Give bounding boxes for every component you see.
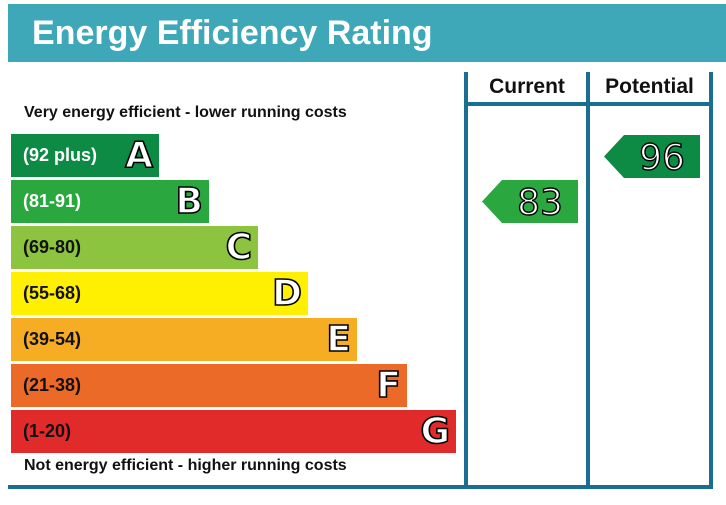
rating-band-g: (1-20) G bbox=[11, 410, 456, 453]
top-caption: Very energy efficient - lower running co… bbox=[24, 104, 347, 121]
frame-line-right bbox=[709, 72, 713, 488]
header-bar: Energy Efficiency Rating bbox=[8, 4, 726, 62]
current-rating-arrow: 83 bbox=[482, 180, 578, 224]
current-arrow-shape bbox=[482, 180, 578, 223]
band-range-label: (21-38) bbox=[23, 375, 82, 395]
band-letter-label: E bbox=[326, 318, 352, 361]
column-header-divider bbox=[464, 102, 713, 106]
rating-band-d: (55-68) D bbox=[11, 272, 308, 315]
bottom-caption: Not energy efficient - higher running co… bbox=[24, 457, 347, 474]
band-letter-label: D bbox=[271, 272, 302, 315]
rating-band-f: (21-38) F bbox=[11, 364, 407, 407]
frame-line-bottom bbox=[8, 485, 713, 489]
band-range-label: (92 plus) bbox=[23, 145, 98, 165]
rating-band-c: (69-80) C bbox=[11, 226, 258, 269]
frame-line-middle bbox=[586, 72, 590, 488]
page-title: Energy Efficiency Rating bbox=[32, 14, 433, 52]
rating-band-b: (81-91) B bbox=[11, 180, 209, 223]
band-range-label: (1-20) bbox=[23, 421, 72, 441]
current-column-header: Current bbox=[489, 75, 565, 98]
band-letter-label: G bbox=[420, 410, 451, 453]
band-range-label: (81-91) bbox=[23, 191, 82, 211]
current-rating-value: 83 bbox=[517, 183, 563, 224]
band-letter-label: B bbox=[175, 180, 204, 223]
rating-band-e: (39-54) E bbox=[11, 318, 357, 361]
potential-rating-value: 96 bbox=[639, 138, 685, 179]
rating-band-a: (92 plus) A bbox=[11, 134, 159, 177]
potential-arrow-shape bbox=[604, 135, 700, 178]
band-letter-label: C bbox=[225, 226, 253, 269]
potential-column-header: Potential bbox=[605, 75, 694, 98]
band-letter-label: F bbox=[376, 364, 402, 407]
band-letter-label: A bbox=[124, 134, 153, 177]
band-range-label: (39-54) bbox=[23, 329, 82, 349]
potential-rating-arrow: 96 bbox=[604, 135, 700, 179]
band-range-label: (69-80) bbox=[23, 237, 82, 257]
frame-line-left bbox=[464, 72, 468, 488]
band-range-label: (55-68) bbox=[23, 283, 82, 303]
